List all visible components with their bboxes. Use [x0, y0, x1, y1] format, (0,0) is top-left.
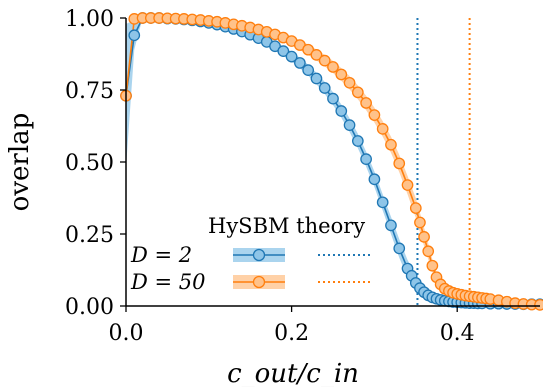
point-d50 — [409, 202, 422, 214]
point-d50 — [318, 54, 331, 67]
point-d50 — [385, 138, 397, 151]
point-d50 — [414, 216, 426, 229]
point-d2 — [277, 45, 290, 57]
point-d2 — [385, 219, 397, 232]
y-tick-label: 0.25 — [65, 223, 114, 248]
series-markers — [120, 12, 543, 311]
y-tick-label: 0.50 — [65, 151, 114, 176]
point-d2 — [335, 105, 348, 117]
point-d50 — [368, 109, 381, 121]
legend-marker-d50 — [252, 275, 266, 289]
y-tick-label: 0.00 — [65, 295, 114, 320]
legend-marker-d2 — [252, 248, 266, 262]
x-tick-label: 0.4 — [440, 321, 475, 346]
y-axis-label: overlap — [5, 113, 35, 212]
legend-row-d2: D = 2 — [130, 243, 192, 267]
legend-row-d50: D = 50 — [130, 270, 206, 294]
point-d2 — [128, 29, 141, 42]
x-tick-label: 0.0 — [109, 321, 144, 346]
legend-header: HySBM theory — [208, 214, 365, 238]
y-tick-label: 0.75 — [65, 79, 114, 104]
point-d50 — [393, 157, 406, 170]
point-d2 — [318, 82, 331, 94]
point-d2 — [351, 135, 364, 147]
point-d2 — [393, 242, 406, 255]
point-d50 — [343, 76, 356, 89]
point-d50 — [302, 43, 315, 56]
point-d2 — [302, 64, 315, 76]
theory-threshold-lines — [416, 18, 471, 306]
point-d50 — [376, 123, 389, 135]
point-d2 — [285, 50, 298, 63]
point-d2 — [327, 92, 339, 105]
point-d50 — [534, 298, 543, 311]
point-d50 — [327, 61, 339, 73]
legend: HySBM theory D = 2 D = 50 — [130, 214, 372, 294]
x-axis-label: c_out/c_in — [227, 359, 359, 387]
point-d50 — [351, 86, 364, 99]
point-d50 — [426, 259, 439, 272]
point-d50 — [360, 97, 372, 109]
point-d2 — [310, 72, 323, 85]
point-d50 — [335, 68, 348, 81]
point-d2 — [294, 57, 306, 69]
point-d50 — [418, 231, 430, 243]
point-d2 — [360, 153, 372, 165]
point-d50 — [422, 245, 435, 258]
point-d50 — [310, 49, 323, 61]
point-d2 — [368, 173, 381, 186]
x-tick-label: 0.2 — [274, 321, 309, 346]
axes: 0.0 0.2 0.4 0.00 0.25 0.50 0.75 1.00 c_out/c_in o… — [5, 7, 540, 387]
point-d50 — [401, 179, 414, 191]
point-d2 — [343, 119, 356, 131]
y-tick-label: 1.00 — [65, 7, 114, 32]
point-d2 — [376, 196, 389, 209]
